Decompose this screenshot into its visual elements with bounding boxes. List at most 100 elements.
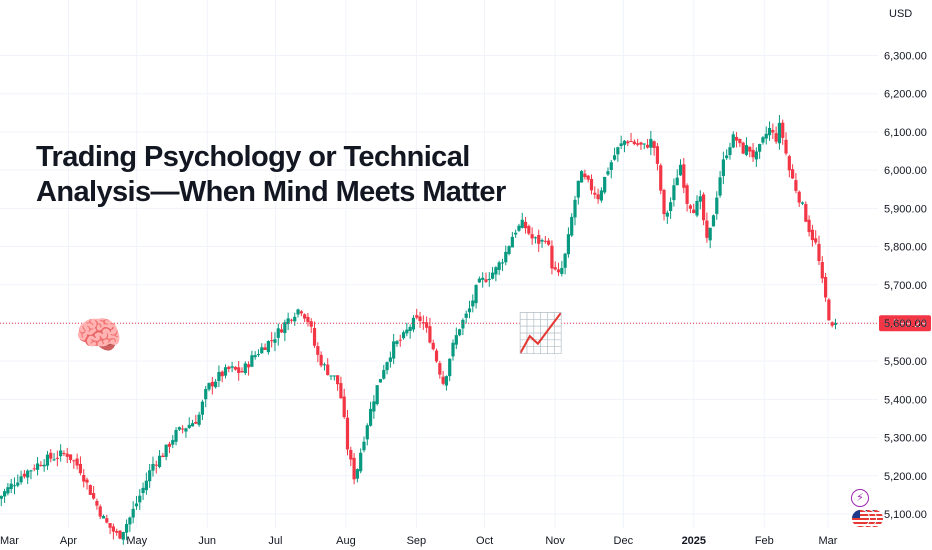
candle-body	[29, 470, 33, 472]
candle-body	[322, 364, 327, 366]
candle-body	[626, 141, 630, 144]
candle-body	[138, 495, 142, 503]
candle-body	[458, 329, 462, 336]
candle-body	[537, 234, 541, 244]
us-flag-icons[interactable]	[851, 509, 884, 528]
price-tag	[879, 315, 931, 332]
candle-body	[210, 381, 214, 387]
candle-body	[781, 122, 785, 138]
candle-body	[187, 424, 191, 429]
candle-body	[345, 417, 350, 450]
candle-body	[355, 469, 359, 479]
candle-body	[415, 315, 419, 318]
candle-body	[385, 362, 389, 371]
candle-body	[184, 428, 188, 432]
candle-body	[718, 177, 722, 196]
candle-body	[685, 185, 689, 204]
candle-body	[744, 145, 749, 155]
candle-body	[378, 379, 383, 383]
x-tick-label: Aug	[336, 535, 356, 547]
title-line-2: Analysis—When Mind Meets Matter	[36, 176, 506, 208]
candle-body	[576, 180, 580, 198]
x-tick-label: Jul	[268, 535, 282, 547]
candle-body	[787, 156, 791, 171]
candle-body	[342, 396, 346, 418]
candle-body	[190, 423, 195, 427]
x-tick-label: Sep	[407, 535, 427, 547]
candle-body	[256, 354, 261, 356]
candle-body	[243, 363, 247, 374]
x-tick-label: Mar	[0, 535, 19, 547]
candle-body	[279, 329, 284, 333]
candle-body	[810, 229, 814, 241]
y-tick-label: 5,100.00	[884, 509, 927, 521]
candle-body	[164, 444, 168, 457]
candle-body	[362, 441, 366, 451]
candle-body	[220, 371, 224, 377]
candle-body	[484, 279, 488, 282]
candle-body	[603, 176, 607, 193]
candle-body	[418, 316, 422, 322]
candle-body	[141, 487, 145, 494]
candle-body	[586, 175, 590, 180]
candle-body	[464, 313, 468, 318]
candle-body	[105, 518, 109, 523]
candle-body	[32, 468, 36, 470]
candle-body	[35, 463, 40, 470]
candle-body	[124, 523, 129, 533]
chart-grid	[0, 0, 878, 528]
candle-body	[177, 427, 181, 430]
candle-body	[398, 339, 402, 341]
y-tick-label: 5,700.00	[884, 280, 927, 292]
candle-body	[148, 470, 152, 482]
y-tick-label: 5,200.00	[884, 471, 927, 483]
candle-body	[507, 246, 511, 254]
candle-body	[2, 491, 7, 497]
candle-body	[774, 133, 778, 142]
candle-body	[612, 155, 617, 160]
candle-body	[827, 299, 831, 321]
candle-body	[547, 240, 551, 245]
candle-body	[579, 171, 584, 183]
candle-body	[332, 375, 336, 377]
candle-body	[108, 523, 112, 528]
candle-body	[230, 366, 234, 368]
candle-body	[121, 532, 125, 540]
candle-body	[481, 277, 485, 280]
y-tick-label: 5,300.00	[884, 433, 927, 445]
candle-body	[761, 137, 765, 143]
candle-body	[461, 319, 465, 329]
candle-body	[639, 142, 643, 145]
lightning-icon[interactable]: ⚡	[851, 489, 869, 507]
candle-body	[85, 479, 89, 483]
candle-body	[39, 464, 43, 466]
candle-body	[16, 482, 20, 486]
time-axis: Mar Apr May Jun Jul Aug Sep Oct Nov Dec 2025 Feb Mar	[0, 535, 838, 547]
x-tick-label: Nov	[545, 535, 565, 547]
candle-body	[181, 428, 185, 430]
candle-body	[804, 204, 808, 222]
candle-body	[72, 460, 76, 462]
candle-body	[642, 143, 646, 145]
candle-body	[662, 190, 666, 215]
candle-body	[645, 144, 650, 148]
candle-body	[728, 147, 732, 156]
candle-body	[237, 367, 241, 373]
candle-body	[500, 262, 505, 264]
candle-body	[599, 190, 603, 201]
candle-body	[428, 326, 432, 343]
candle-body	[131, 508, 135, 518]
candle-body	[154, 464, 158, 466]
x-tick-label: Jun	[198, 535, 216, 547]
candle-body	[42, 464, 46, 467]
candle-body	[12, 485, 17, 487]
candle-body	[115, 530, 119, 533]
candle-body	[329, 375, 333, 377]
candle-body	[299, 311, 303, 314]
candle-body	[655, 146, 660, 164]
candle-body	[101, 516, 106, 519]
candle-body	[246, 364, 251, 368]
candle-body	[111, 526, 116, 532]
candle-body	[583, 173, 587, 178]
